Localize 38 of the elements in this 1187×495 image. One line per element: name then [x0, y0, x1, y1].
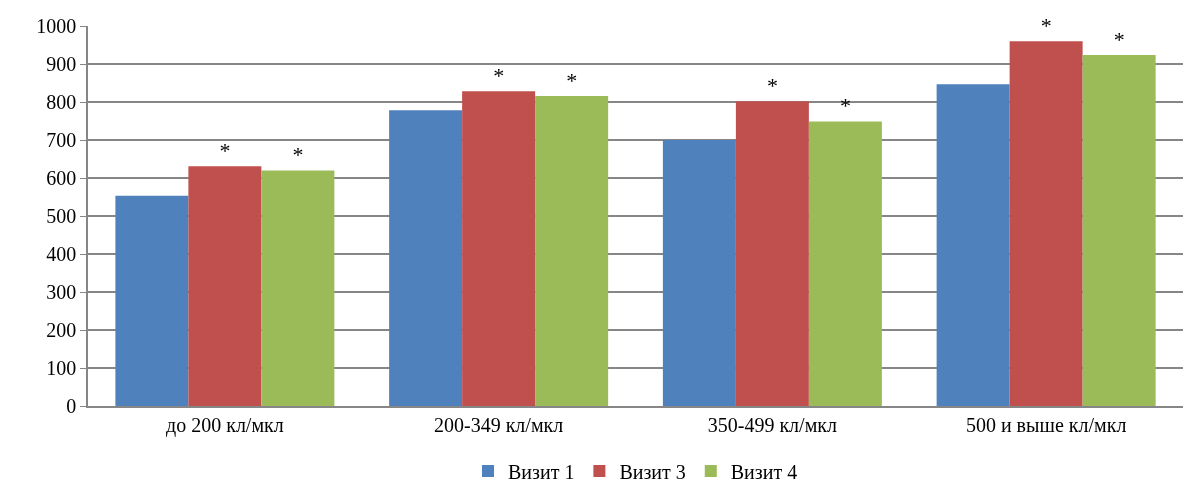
x-tick-label: 200-349 кл/мкл: [433, 413, 564, 436]
data-label: *: [493, 63, 505, 89]
legend-label: Визит 1: [508, 460, 575, 483]
bar: [662, 140, 736, 406]
y-tick-label: 400: [46, 243, 77, 265]
bar: [462, 91, 536, 406]
y-tick-label: 1000: [36, 15, 77, 37]
bar: [735, 101, 809, 406]
bar: [261, 170, 335, 406]
data-label: *: [766, 73, 778, 99]
data-label: *: [1040, 13, 1052, 39]
y-tick-label: 900: [46, 53, 77, 75]
y-tick-label: 100: [46, 357, 77, 379]
bar: [115, 195, 189, 406]
y-tick-label: 0: [66, 395, 77, 417]
data-label: *: [566, 67, 578, 93]
data-label: *: [219, 138, 231, 164]
data-label: *: [1113, 26, 1125, 52]
bar: [936, 84, 1010, 406]
bar: [188, 166, 262, 406]
data-label: *: [839, 93, 851, 119]
bar: [808, 121, 882, 406]
x-tick-label: 500 и выше кл/мкл: [965, 413, 1127, 436]
y-tick-label: 800: [46, 91, 77, 113]
bar: [535, 95, 609, 406]
bar: [1082, 54, 1156, 406]
y-tick-label: 700: [46, 129, 77, 151]
y-tick-label: 600: [46, 167, 77, 189]
x-tick-label: 350-499 кл/мкл: [707, 413, 838, 436]
bar: [1009, 41, 1083, 406]
y-tick-label: 200: [46, 319, 77, 341]
bar: [389, 110, 463, 406]
data-label: *: [292, 142, 304, 168]
legend-label: Визит 4: [730, 460, 798, 483]
y-tick-label: 500: [46, 205, 77, 227]
x-tick-label: до 200 кл/мкл: [165, 413, 284, 437]
legend-label: Визит 3: [619, 460, 686, 483]
y-tick-label: 300: [46, 281, 77, 303]
